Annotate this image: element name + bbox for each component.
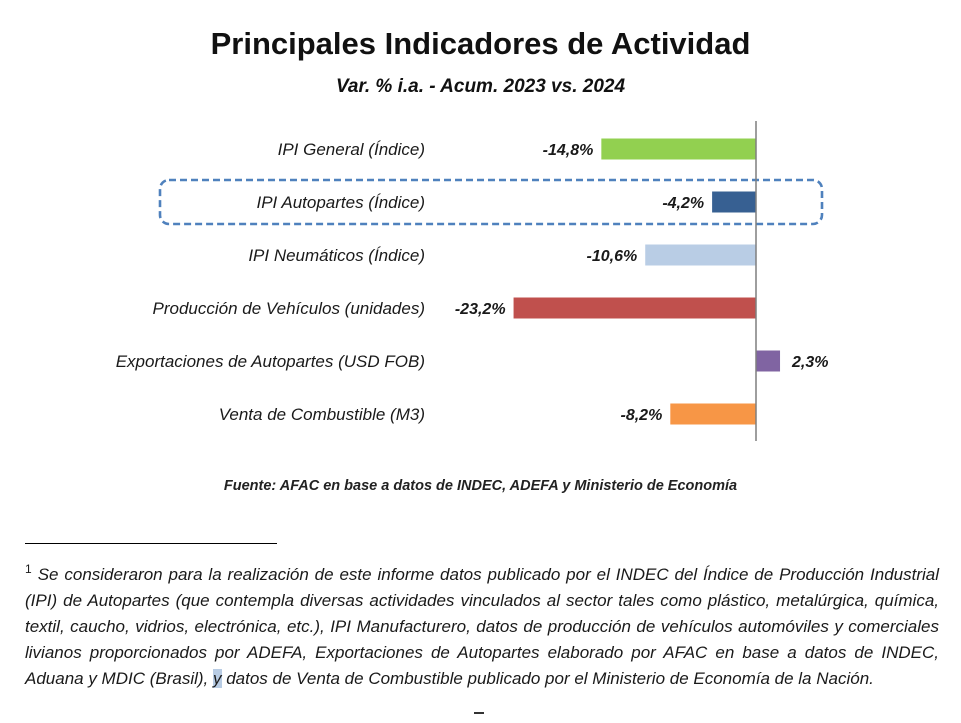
chart-source: Fuente: AFAC en base a datos de INDEC, A… bbox=[223, 478, 738, 494]
category-label-exportaciones-de-autopartes-usd-fob: Exportaciones de Autopartes (USD FOB) bbox=[116, 352, 425, 371]
bar-exportaciones-de-autopartes-usd-fob bbox=[756, 350, 781, 372]
category-label-ipi-neumaticos-indice: IPI Neumáticos (Índice) bbox=[248, 246, 425, 265]
page-number-mark bbox=[474, 712, 484, 714]
footnote-marker: 1 bbox=[25, 562, 32, 576]
bar-venta-de-combustible-m3 bbox=[670, 403, 756, 425]
category-label-produccion-de-vehiculos-unidades: Producción de Vehículos (unidades) bbox=[153, 299, 425, 318]
bar-chart: IPI General (Índice) -14,8% IPI Autopartes… bbox=[116, 121, 829, 441]
bar-ipi-general-indice bbox=[601, 138, 756, 160]
footnote-highlighted-word: y bbox=[213, 669, 222, 688]
data-label-ipi-neumaticos-indice: -10,6% bbox=[587, 248, 638, 265]
bar-ipi-neumaticos-indice bbox=[645, 244, 756, 266]
category-label-venta-de-combustible-m3: Venta de Combustible (M3) bbox=[219, 405, 425, 424]
data-label-exportaciones-de-autopartes-usd-fob: 2,3% bbox=[791, 354, 828, 371]
data-label-ipi-general-indice: -14,8% bbox=[543, 142, 594, 159]
category-label-ipi-general-indice: IPI General (Índice) bbox=[278, 140, 425, 159]
footnote-divider bbox=[25, 543, 277, 544]
bar-ipi-autopartes-indice bbox=[712, 191, 756, 213]
chart-title: Principales Indicadores de Actividad bbox=[210, 26, 751, 61]
chart-subtitle: Var. % i.a. - Acum. 2023 vs. 2024 bbox=[335, 76, 626, 97]
category-label-ipi-autopartes-indice: IPI Autopartes (Índice) bbox=[256, 193, 425, 212]
bar-produccion-de-vehiculos-unidades bbox=[513, 297, 756, 319]
data-label-ipi-autopartes-indice: -4,2% bbox=[662, 195, 704, 212]
footnote: 1 Se consideraron para la realización de … bbox=[25, 556, 939, 692]
footnote-text-end: datos de Venta de Combustible publicado … bbox=[221, 669, 874, 688]
data-label-venta-de-combustible-m3: -8,2% bbox=[621, 407, 663, 424]
data-label-produccion-de-vehiculos-unidades: -23,2% bbox=[455, 301, 506, 318]
footnote-text: Se consideraron para la realización de e… bbox=[25, 565, 939, 688]
highlight-box bbox=[158, 178, 824, 226]
